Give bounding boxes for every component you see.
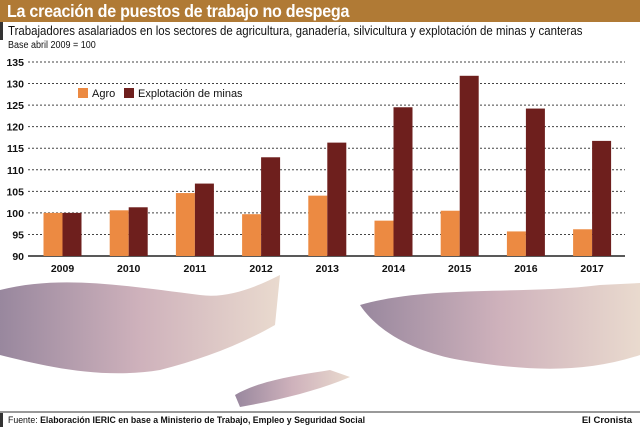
bar-agro-2016 — [506, 231, 526, 256]
bar-minas-2011 — [194, 183, 214, 256]
bar-agro-2015 — [440, 210, 460, 256]
bar-agro-2017 — [573, 229, 593, 256]
bar-minas-2013 — [327, 142, 347, 256]
y-tick-label: 110 — [7, 165, 24, 177]
accent-bar — [0, 413, 3, 427]
bar-minas-2017 — [592, 140, 612, 256]
x-tick-label: 2012 — [249, 263, 273, 275]
bar-minas-2012 — [261, 157, 281, 256]
bar-agro-2013 — [308, 195, 328, 256]
y-tick-label: 100 — [6, 208, 24, 220]
bar-agro-2010 — [109, 210, 129, 256]
brand-name: El Cronista — [581, 415, 632, 426]
legend-label-minas: Explotación de minas — [138, 88, 243, 100]
x-tick-label: 2009 — [51, 263, 75, 275]
x-tick-label: 2013 — [316, 263, 340, 275]
base-note: Base abril 2009 = 100 — [8, 40, 96, 51]
bar-minas-2010 — [128, 207, 148, 256]
source-note: Fuente: Elaboración IERIC en base a Mini… — [8, 415, 365, 426]
bar-minas-2015 — [459, 75, 479, 256]
y-tick-label: 125 — [6, 100, 24, 112]
x-tick-label: 2015 — [448, 263, 472, 275]
x-tick-label: 2011 — [184, 263, 207, 275]
legend-label-agro: Agro — [92, 88, 115, 100]
bar-agro-2009 — [43, 212, 63, 256]
legend-swatch-minas — [124, 88, 134, 98]
banknotes-illustration — [0, 265, 640, 410]
bar-agro-2014 — [374, 220, 394, 256]
x-tick-label: 2010 — [117, 263, 141, 275]
y-tick-label: 105 — [6, 186, 24, 198]
x-tick-label: 2016 — [514, 263, 538, 275]
source-label: Fuente: — [8, 415, 38, 426]
y-tick-label: 130 — [6, 79, 24, 91]
y-tick-label: 95 — [12, 229, 24, 241]
title-bar: La creación de puestos de trabajo no des… — [0, 0, 640, 22]
bar-agro-2011 — [175, 193, 195, 256]
legend-swatch-agro — [78, 88, 88, 98]
bar-minas-2009 — [62, 212, 82, 256]
accent-bar — [0, 22, 3, 40]
bar-agro-2012 — [242, 214, 262, 256]
y-tick-label: 120 — [6, 122, 24, 134]
chart-subtitle: Trabajadores asalariados en los sectores… — [8, 23, 583, 38]
bar-minas-2014 — [393, 107, 413, 257]
chart-title: La creación de puestos de trabajo no des… — [7, 1, 350, 21]
bar-minas-2016 — [525, 108, 545, 256]
bar-chart: 90 95 100 105 110 115 120 125 130 135 2009 2010 201… — [6, 57, 625, 275]
x-tick-label: 2017 — [580, 263, 604, 275]
y-tick-label: 135 — [6, 57, 24, 69]
x-tick-label: 2014 — [382, 263, 406, 275]
footer: Fuente: Elaboración IERIC en base a Mini… — [0, 411, 640, 427]
y-tick-label: 115 — [7, 143, 24, 155]
y-tick-label: 90 — [12, 251, 24, 263]
legend: Agro Explotación de minas — [78, 88, 243, 100]
source-text: Elaboración IERIC en base a Ministerio d… — [40, 415, 366, 426]
